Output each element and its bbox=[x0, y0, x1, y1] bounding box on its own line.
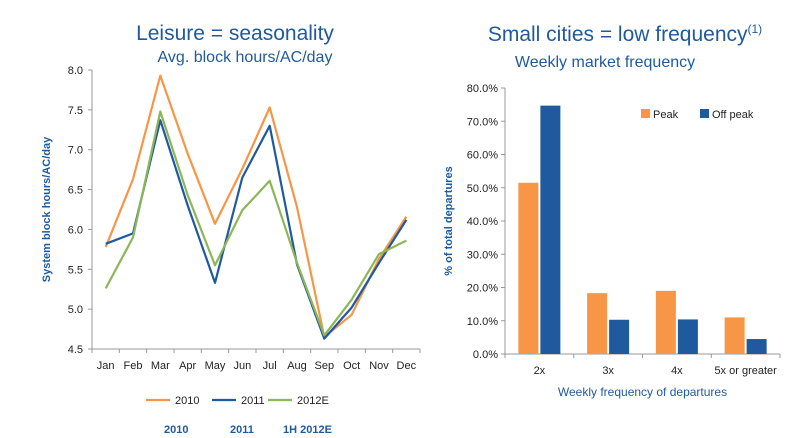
footer-label-2011: 2011 bbox=[230, 424, 254, 436]
right-y-tick-label: 70.0% bbox=[467, 116, 498, 128]
series-line-2012e bbox=[104, 110, 407, 337]
right-legend-label-off-peak: Off peak bbox=[712, 109, 754, 121]
bar-off-peak-2x bbox=[540, 105, 561, 354]
left-y-tick-label: 6.0 bbox=[68, 224, 83, 236]
left-y-tick-label: 8.0 bbox=[68, 65, 83, 77]
bar-off-peak-5x-or-greater bbox=[746, 339, 767, 354]
right-heading-footnote: (1) bbox=[747, 22, 763, 36]
bar-peak-3x bbox=[587, 293, 608, 354]
left-y-tick-label: 6.5 bbox=[68, 185, 83, 197]
footer-label-2010: 2010 bbox=[164, 424, 189, 436]
right-panel-heading: Small cities = low frequency(1) bbox=[475, 22, 775, 47]
right-chart-title: Weekly market frequency bbox=[514, 54, 696, 71]
footer-label-1h-2012e: 1H 2012E bbox=[283, 424, 332, 436]
right-legend-swatch-off-peak bbox=[700, 109, 709, 118]
right-x-tick-label-5x-or-greater: 5x or greater bbox=[714, 365, 777, 377]
series-line-2010 bbox=[104, 74, 408, 339]
right-heading-text: Small cities = low frequency bbox=[487, 23, 748, 46]
left-x-tick-label-jan: Jan bbox=[97, 360, 115, 372]
left-x-tick-label-nov: Nov bbox=[369, 360, 389, 372]
left-x-tick-label-oct: Oct bbox=[343, 360, 360, 372]
right-y-tick-label: 60.0% bbox=[467, 150, 498, 162]
right-y-tick-label: 20.0% bbox=[467, 283, 498, 295]
left-y-axis-title: System block hours/AC/day bbox=[41, 136, 53, 282]
right-y-tick-label: 30.0% bbox=[467, 249, 498, 261]
right-x-axis-title: Weekly frequency of departures bbox=[558, 385, 727, 399]
right-y-tick-label: 0.0% bbox=[473, 349, 498, 361]
right-x-tick-label-2x: 2x bbox=[534, 365, 546, 377]
bar-off-peak-4x bbox=[677, 319, 698, 354]
bar-peak-2x bbox=[518, 182, 539, 354]
series-line-2011 bbox=[105, 119, 408, 340]
left-x-tick-label-sep: Sep bbox=[315, 360, 335, 372]
left-x-tick-label-feb: Feb bbox=[124, 360, 143, 372]
left-y-tick-label: 4.5 bbox=[68, 344, 83, 356]
right-y-tick-label: 10.0% bbox=[467, 316, 498, 328]
left-x-tick-label-apr: Apr bbox=[179, 360, 196, 372]
right-y-tick-label: 40.0% bbox=[467, 216, 498, 228]
left-x-tick-label-dec: Dec bbox=[397, 360, 417, 372]
left-x-tick-label-mar: Mar bbox=[151, 360, 170, 372]
right-legend-label-peak: Peak bbox=[653, 109, 679, 121]
right-y-tick-label: 80.0% bbox=[467, 83, 498, 95]
left-legend-label-2011: 2011 bbox=[241, 395, 265, 407]
left-y-tick-label: 7.0 bbox=[68, 145, 83, 157]
right-y-tick-label: 50.0% bbox=[467, 183, 498, 195]
left-legend-label-2010: 2010 bbox=[175, 395, 199, 407]
left-y-tick-label: 7.5 bbox=[68, 105, 83, 117]
left-x-tick-label-may: May bbox=[205, 360, 226, 372]
bar-off-peak-3x bbox=[609, 319, 630, 354]
left-panel-heading: Leisure = seasonality bbox=[136, 22, 334, 45]
left-legend-label-2012e: 2012E bbox=[297, 395, 329, 407]
left-x-tick-label-jun: Jun bbox=[233, 360, 251, 372]
left-y-tick-label: 5.0 bbox=[68, 304, 83, 316]
left-chart-title: Avg. block hours/AC/day bbox=[157, 49, 333, 66]
right-y-axis-title: % of total departures bbox=[443, 166, 455, 275]
right-x-tick-label-4x: 4x bbox=[671, 365, 683, 377]
left-x-tick-label-jul: Jul bbox=[263, 360, 277, 372]
right-x-tick-label-3x: 3x bbox=[602, 365, 614, 377]
bar-peak-5x-or-greater bbox=[724, 317, 745, 354]
left-y-tick-label: 5.5 bbox=[68, 264, 83, 276]
left-x-tick-label-aug: Aug bbox=[287, 360, 307, 372]
bar-peak-4x bbox=[655, 290, 676, 354]
right-legend-swatch-peak bbox=[641, 109, 650, 118]
